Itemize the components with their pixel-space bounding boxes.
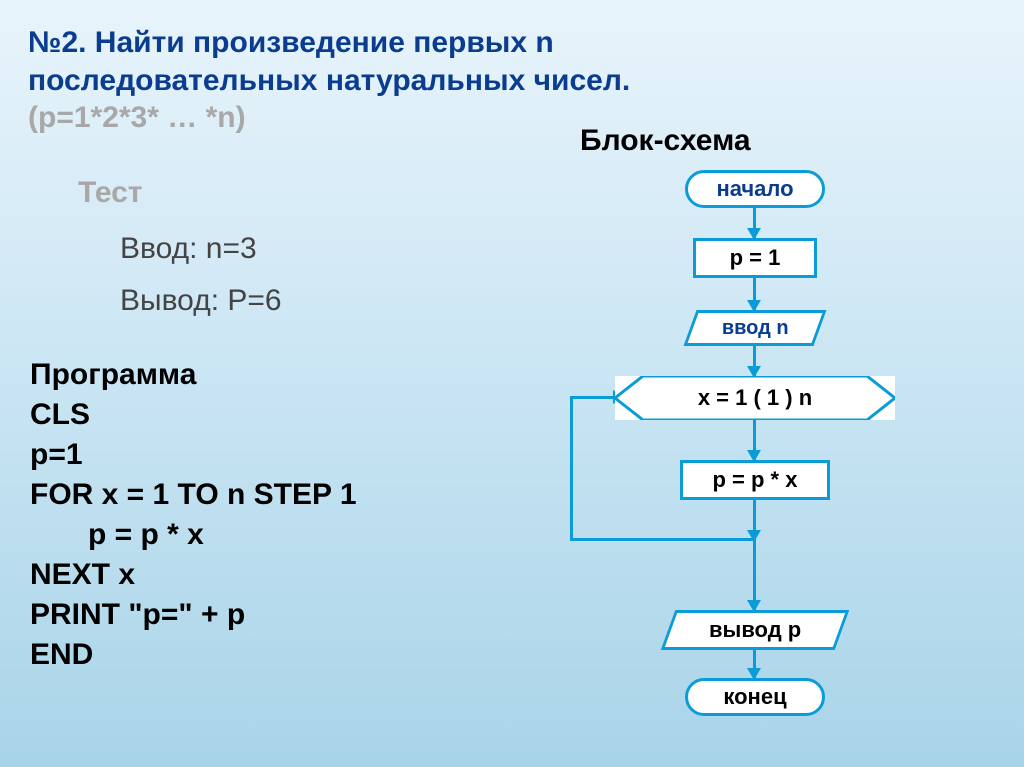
task-title: №2. Найти произведение первых n последов… (28, 24, 630, 137)
flow-loop: x = 1 ( 1 ) n (615, 376, 895, 420)
code-line-6: PRINT "p=" + p (30, 598, 245, 632)
arrow-2 (753, 278, 756, 310)
program-label: Программа (30, 358, 196, 392)
flow-init-label: p = 1 (730, 245, 781, 271)
arrow-1 (753, 208, 756, 238)
flow-start-label: начало (716, 176, 793, 202)
loopback-h1 (570, 538, 756, 541)
flow-input: ввод n (683, 310, 826, 346)
flow-init: p = 1 (693, 238, 817, 278)
loopback-v (570, 398, 573, 541)
loopback-h2 (570, 396, 618, 399)
flow-end: конец (685, 678, 825, 716)
flow-body: p = p * x (680, 460, 830, 500)
code-line-1: CLS (30, 398, 90, 432)
code-line-5: NEXT x (30, 558, 135, 592)
flow-end-label: конец (723, 684, 786, 710)
flowchart: начало p = 1 ввод n x = 1 ( 1 ) n p = p … (540, 170, 990, 750)
arrow-3 (753, 346, 756, 376)
flow-output: вывод p (661, 610, 850, 650)
flow-loop-label: x = 1 ( 1 ) n (698, 385, 812, 411)
test-input: Ввод: n=3 (120, 232, 257, 266)
arrow-hex-out (753, 540, 756, 610)
flow-input-label: ввод n (722, 317, 789, 340)
flow-body-label: p = p * x (713, 467, 798, 493)
arrow-body-down (753, 500, 756, 540)
arrow-6 (753, 650, 756, 678)
test-label: Тест (78, 176, 143, 210)
title-line1: №2. Найти произведение первых n (28, 26, 554, 59)
title-line2: последовательных натуральных чисел. (28, 64, 630, 97)
flow-start: начало (685, 170, 825, 208)
code-line-2: p=1 (30, 438, 83, 472)
test-output: Вывод: P=6 (120, 284, 282, 318)
flowchart-label: Блок-схема (580, 124, 751, 158)
code-line-3: FOR x = 1 TO n STEP 1 (30, 478, 357, 512)
title-sub: (p=1*2*3* … *n) (28, 101, 246, 134)
code-line-4: p = p * x (88, 518, 204, 552)
arrow-4 (753, 420, 756, 460)
flow-output-label: вывод p (709, 617, 801, 643)
code-line-7: END (30, 638, 93, 672)
